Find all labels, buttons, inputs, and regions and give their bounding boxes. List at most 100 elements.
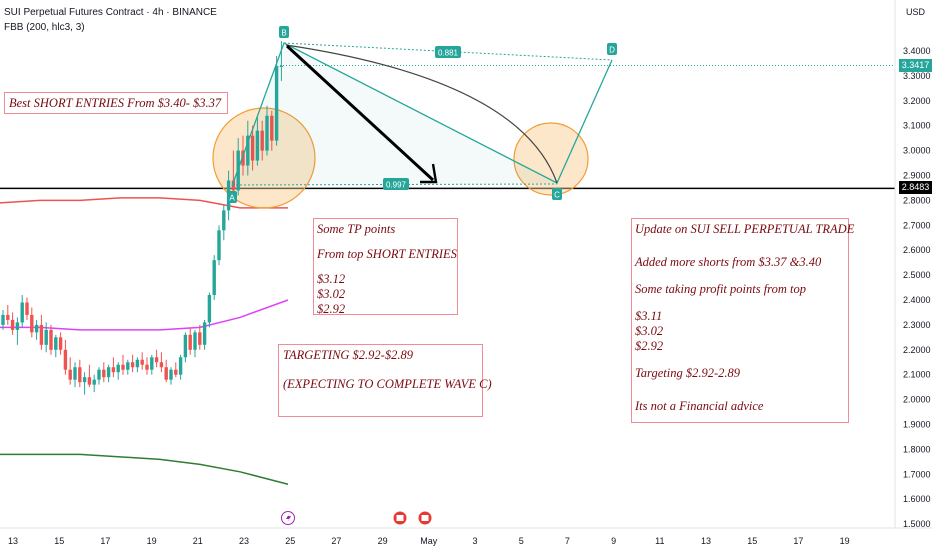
time-tick-label: 17 (100, 536, 110, 546)
time-tick-label: 9 (611, 536, 616, 546)
price-tick-label: 1.9000 (903, 420, 931, 430)
candle (212, 255, 216, 300)
time-tick-label: May (420, 536, 438, 546)
candle-body (82, 377, 87, 383)
candle-body (154, 357, 159, 363)
candle-body (111, 367, 116, 373)
time-tick-label: 15 (747, 536, 757, 546)
price-tick-label: 2.3000 (903, 320, 931, 330)
point-label-b: B (279, 26, 289, 38)
candle-body (34, 324, 39, 333)
candle (15, 317, 20, 345)
candle (174, 362, 178, 378)
pattern-legs (231, 42, 613, 187)
candle-body (174, 369, 178, 375)
time-tick-label: 27 (331, 536, 341, 546)
price-tick-label: 2.0000 (903, 395, 931, 405)
candle-body (255, 130, 260, 161)
candle (54, 334, 58, 358)
update-line1: Update on SUI SELL PERPETUAL TRADE (635, 222, 855, 236)
price-tick-label: 3.2000 (903, 96, 931, 106)
candle-body (279, 65, 284, 67)
update-line4: Targeting $2.92-2.89 (635, 366, 740, 380)
band-line (0, 453, 289, 485)
price-tick-label: 2.1000 (903, 370, 931, 380)
candle (6, 304, 10, 325)
time-tick-label: 5 (519, 536, 524, 546)
event-icons (281, 511, 432, 525)
candle-body (241, 150, 245, 166)
time-tick-label: 17 (793, 536, 803, 546)
candle (150, 354, 154, 375)
targeting-line1: TARGETING $2.92-$2.89 (283, 348, 413, 362)
time-tick-label: 13 (8, 536, 18, 546)
ratio-label: 0.881 (435, 46, 461, 58)
time-axis[interactable]: 13 15 17 19 21 23 25 27 29 May 3 5 7 9 11 13 15 17 19 (0, 527, 932, 546)
candle (44, 322, 48, 353)
candle-body (183, 334, 188, 358)
candle-body (274, 65, 279, 141)
candle-body (202, 322, 207, 345)
candle (20, 295, 24, 328)
candle-body (106, 367, 111, 378)
candle-body (10, 319, 15, 330)
point-label-bg (227, 191, 237, 203)
time-tick-label: 29 (378, 536, 388, 546)
candle-body (188, 334, 192, 350)
candle-body (116, 364, 120, 373)
candle-body (63, 349, 68, 370)
update-price3: $2.92 (635, 339, 664, 353)
currency-label[interactable]: USD (906, 7, 926, 17)
price-tick-label: 3.0000 (903, 146, 931, 156)
candle-body (30, 314, 34, 333)
time-tick-label: 7 (565, 536, 570, 546)
candle (178, 354, 183, 380)
candle (145, 357, 149, 375)
candle (265, 105, 269, 156)
candle (193, 329, 197, 358)
point-label-c: C (552, 188, 562, 200)
targeting-note[interactable]: TARGETING $2.92-$2.89 (EXPECTING TO COMP… (278, 344, 492, 417)
update-line5: Its not a Financial advice (635, 399, 764, 413)
candle-body (78, 367, 82, 383)
update-price1: $3.11 (635, 309, 663, 323)
best-short-text: Best SHORT ENTRIES From $3.40- $3.37 (9, 96, 222, 110)
candle (97, 367, 101, 385)
symbol-title[interactable]: SUI Perpetual Futures Contract · 4h · BI… (4, 7, 217, 18)
candle-body (159, 362, 164, 368)
candle (217, 225, 221, 266)
tp-price3: $2.92 (317, 302, 346, 316)
candle (58, 332, 63, 355)
best-short-note[interactable]: Best SHORT ENTRIES From $3.40- $3.37 (4, 92, 228, 114)
time-tick-label: 19 (147, 536, 157, 546)
abcd-pattern[interactable]: A B C D 0.881 0.997 (227, 26, 617, 203)
earnings-glyph (396, 515, 404, 521)
candle (159, 352, 164, 373)
price-tick-label: 3.4000 (903, 46, 931, 56)
candle-body (1, 314, 5, 325)
candle (135, 357, 140, 373)
candle-body (145, 364, 149, 370)
tp-line1: Some TP points (317, 222, 396, 236)
update-note[interactable]: Update on SUI SELL PERPETUAL TRADE Added… (631, 218, 855, 423)
candle-body (102, 369, 106, 378)
indicator-label[interactable]: FBB (200, hlc3, 3) (4, 22, 85, 33)
price-axis[interactable]: 3.4000 3.3000 3.2000 3.1000 3.0000 2.9000 2.80… (894, 0, 931, 529)
candle (39, 314, 44, 350)
candle-body (130, 362, 135, 368)
candle (260, 120, 264, 161)
targeting-line2: (EXPECTING TO COMPLETE WAVE C) (283, 377, 492, 391)
short-arrow-shaft (285, 44, 435, 182)
point-label-d: D (607, 43, 617, 55)
candle-body (193, 332, 197, 350)
candle (255, 115, 260, 166)
tp-line2: From top SHORT ENTRIES (317, 247, 457, 261)
short-arrow-head (420, 163, 438, 184)
candle (25, 297, 29, 320)
tp-note[interactable]: Some TP points From top SHORT ENTRIES $3… (313, 218, 458, 316)
candle-body (150, 357, 154, 370)
candle-body (126, 362, 130, 370)
ratio-label: 0.997 (383, 178, 409, 190)
candle (82, 372, 87, 395)
